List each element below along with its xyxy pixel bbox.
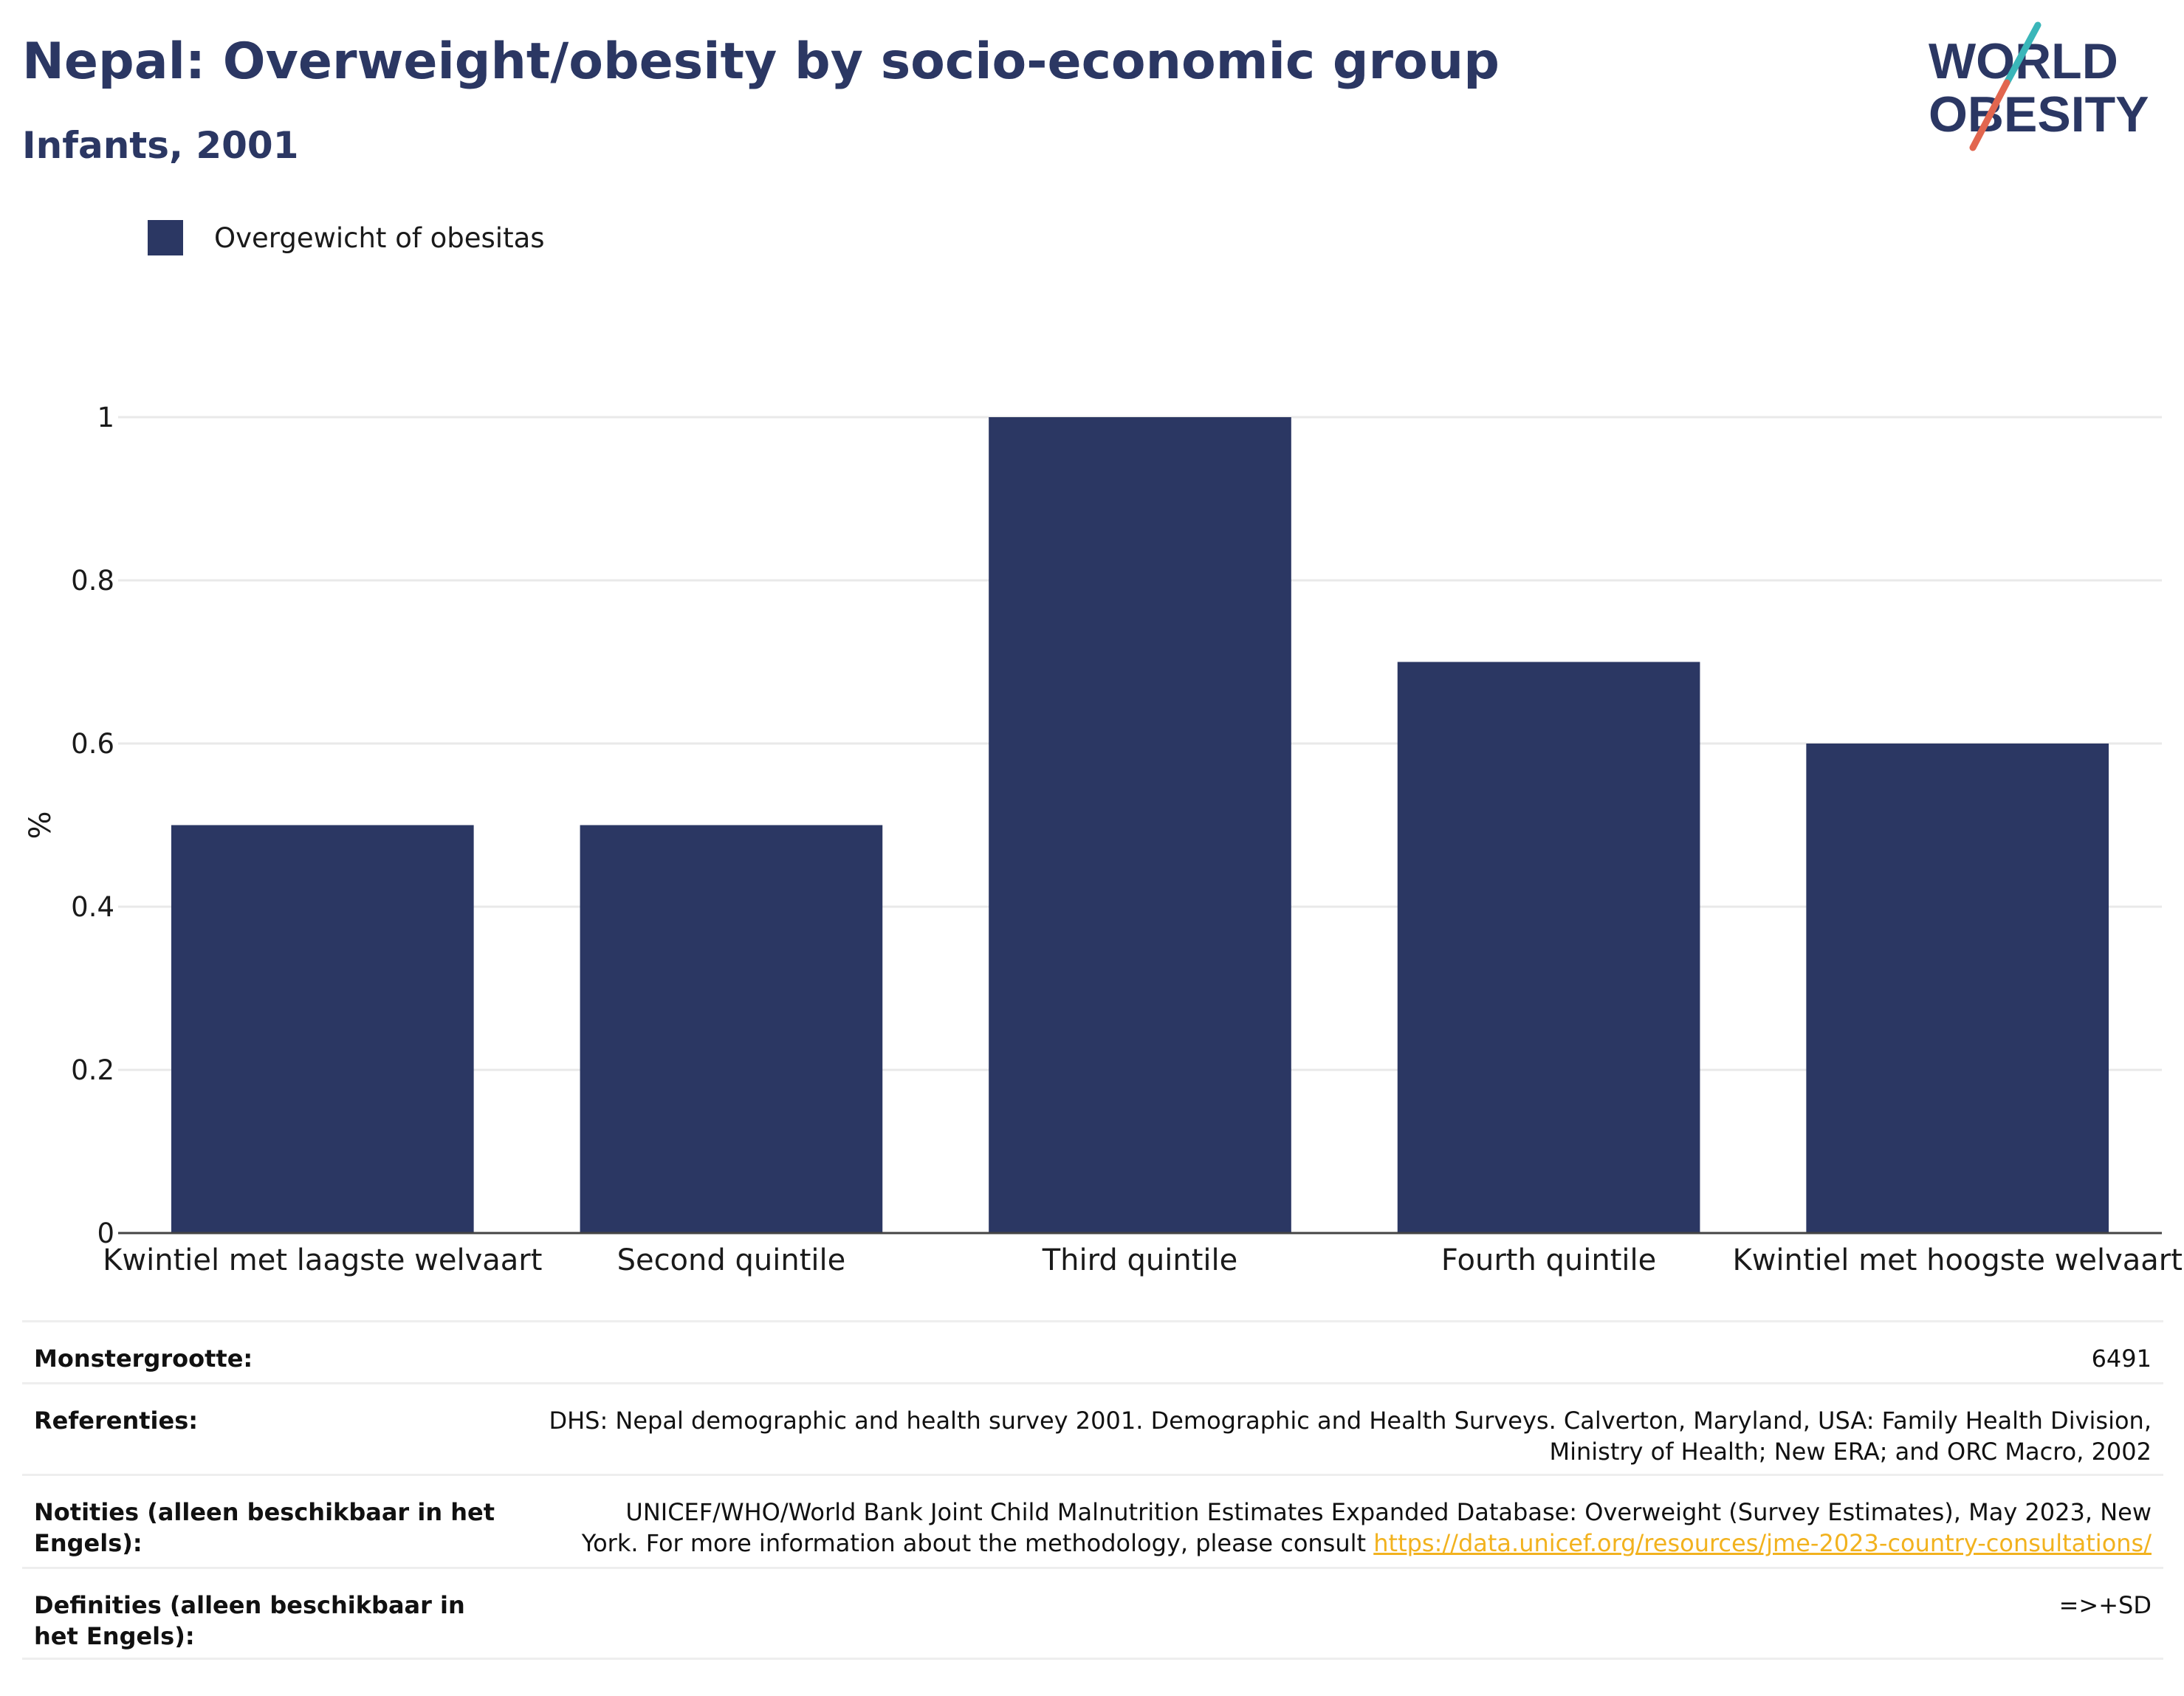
- methodology-link[interactable]: https://data.unicef.org/resources/jme-20…: [1373, 1529, 2152, 1557]
- references-line1: DHS: Nepal demographic and health survey…: [549, 1407, 2152, 1435]
- metadata-table: Monstergrootte: 6491 Referenties: DHS: N…: [22, 1320, 2163, 1660]
- y-tick-label: 1: [97, 402, 114, 433]
- logo-slash-coral: [1969, 79, 2010, 151]
- bars: [171, 417, 2109, 1233]
- x-tick-label: Third quintile: [1042, 1243, 1237, 1277]
- y-tick-label: 0.2: [71, 1054, 114, 1086]
- logo-slash-teal: [2003, 21, 2042, 86]
- y-tick-label: 0.8: [71, 565, 114, 597]
- notes-value: UNICEF/WHO/World Bank Joint Child Malnut…: [582, 1497, 2152, 1559]
- y-tick-label: 0: [97, 1218, 114, 1249]
- meta-row-sample-size: Monstergrootte: 6491: [22, 1320, 2163, 1382]
- y-tick-label: 0.4: [71, 891, 114, 923]
- references-value: DHS: Nepal demographic and health survey…: [549, 1405, 2152, 1467]
- x-tick-labels: Kwintiel met laagste welvaart Second quin…: [103, 1243, 2183, 1277]
- bar: [171, 825, 474, 1233]
- logo-line2: OBESITY: [1929, 86, 2149, 143]
- x-tick-label: Kwintiel met laagste welvaart: [103, 1243, 542, 1277]
- legend-label: Overgewicht of obesitas: [214, 222, 545, 254]
- legend[interactable]: Overgewicht of obesitas: [148, 220, 545, 255]
- notes-line1: UNICEF/WHO/World Bank Joint Child Malnut…: [625, 1498, 2152, 1526]
- meta-row-notes: Notities (alleen beschikbaar in het Enge…: [22, 1474, 2163, 1567]
- bar: [580, 825, 883, 1233]
- bar-chart: 0 0.2 0.4 0.6 0.8 1 Kwintiel met laagste welv…: [24, 402, 2183, 1277]
- x-tick-label: Fourth quintile: [1441, 1243, 1656, 1277]
- x-tick-label: Second quintile: [617, 1243, 846, 1277]
- notes-label: Notities (alleen beschikbaar in het Enge…: [34, 1498, 495, 1557]
- bar: [1397, 662, 1700, 1233]
- legend-swatch: [148, 220, 183, 255]
- references-line2: Ministry of Health; New ERA; and ORC Mac…: [1549, 1438, 2152, 1466]
- logo-line1: WORLD: [1929, 33, 2118, 89]
- bar: [1806, 744, 2109, 1233]
- y-axis-title: %: [24, 811, 58, 839]
- sample-size-label: Monstergrootte:: [34, 1345, 253, 1373]
- meta-row-definitions: Definities (alleen beschikbaar in het En…: [22, 1567, 2163, 1660]
- sample-size-value: 6491: [2091, 1345, 2152, 1373]
- world-obesity-logo: WORLD OBESITY: [1929, 21, 2149, 151]
- x-tick-label: Kwintiel met hoogste welvaart: [1732, 1243, 2182, 1277]
- chart-subtitle: Infants, 2001: [22, 124, 299, 167]
- chart-title: Nepal: Overweight/obesity by socio-econo…: [22, 32, 1500, 91]
- meta-row-references: Referenties: DHS: Nepal demographic and …: [22, 1382, 2163, 1474]
- bar: [989, 417, 1291, 1233]
- y-tick-labels: 0 0.2 0.4 0.6 0.8 1: [71, 402, 114, 1249]
- references-label: Referenties:: [34, 1407, 199, 1435]
- y-tick-label: 0.6: [71, 728, 114, 760]
- definitions-value: =>+SD: [2058, 1591, 2152, 1619]
- definitions-label: Definities (alleen beschikbaar in het En…: [34, 1591, 465, 1650]
- notes-line2: York. For more information about the met…: [581, 1529, 1367, 1557]
